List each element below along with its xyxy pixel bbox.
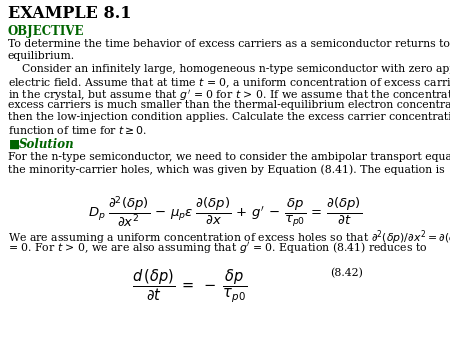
Text: Solution: Solution [19,138,75,151]
Text: To determine the time behavior of excess carriers as a semiconductor returns to : To determine the time behavior of excess… [8,39,450,49]
Text: EXAMPLE 8.1: EXAMPLE 8.1 [8,5,131,22]
Text: the minority-carrier holes, which was given by Equation (8.41). The equation is: the minority-carrier holes, which was gi… [8,164,445,174]
Text: For the n-type semiconductor, we need to consider the ambipolar transport equati: For the n-type semiconductor, we need to… [8,152,450,162]
Text: function of time for $t \geq 0$.: function of time for $t \geq 0$. [8,124,147,136]
Text: (8.42): (8.42) [330,268,363,278]
Text: OBJECTIVE: OBJECTIVE [8,25,85,38]
Text: $D_{p}\;\dfrac{\partial^{2}(\delta p)}{\partial x^{2}}\,-\,\mu_{p}\varepsilon\;\: $D_{p}\;\dfrac{\partial^{2}(\delta p)}{\… [88,194,362,229]
Text: = 0. For $t$ > 0, we are also assuming that $g'$ = 0. Equation (8.41) reduces to: = 0. For $t$ > 0, we are also assuming t… [8,240,428,255]
Text: $\blacksquare$: $\blacksquare$ [8,138,20,151]
Text: then the low-injection condition applies. Calculate the excess carrier concentra: then the low-injection condition applies… [8,112,450,122]
Text: excess carriers is much smaller than the thermal-equilibrium electron concentrat: excess carriers is much smaller than the… [8,100,450,110]
Text: We are assuming a uniform concentration of excess holes so that $\partial^2(\del: We are assuming a uniform concentration … [8,228,450,247]
Text: Consider an infinitely large, homogeneous n-type semiconductor with zero applied: Consider an infinitely large, homogeneou… [8,64,450,74]
Text: equilibrium.: equilibrium. [8,51,75,61]
Text: $\dfrac{d\,(\delta p)}{\partial t}\;=\;-\;\dfrac{\delta p}{\tau_{p0}}$: $\dfrac{d\,(\delta p)}{\partial t}\;=\;-… [132,268,248,305]
Text: in the crystal, but assume that $g'$ = 0 for $t$ > 0. If we assume that the conc: in the crystal, but assume that $g'$ = 0… [8,88,450,103]
Text: electric field. Assume that at time $t$ = 0, a uniform concentration of excess c: electric field. Assume that at time $t$ … [8,76,450,90]
